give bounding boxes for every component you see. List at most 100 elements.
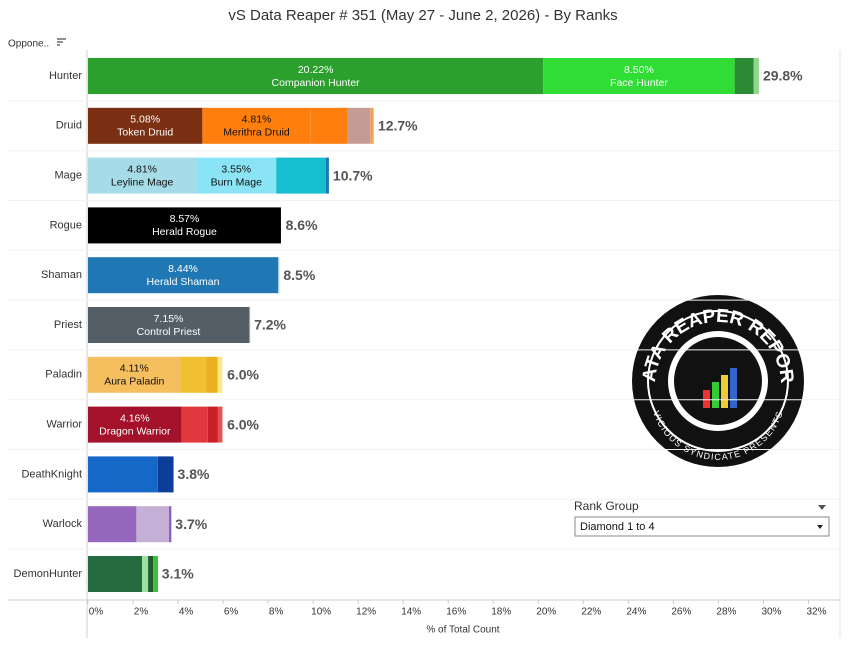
- x-tick-label: 0%: [89, 607, 104, 618]
- x-tick-label: 28%: [716, 607, 736, 618]
- bar-segment: [88, 556, 143, 592]
- filter-value: Diamond 1 to 4: [580, 521, 655, 533]
- dropdown-arrow: [817, 525, 823, 529]
- x-tick-label: 20%: [536, 607, 556, 618]
- segment-name-label: Companion Hunter: [272, 77, 361, 89]
- segment-value-label: 4.81%: [242, 114, 272, 126]
- total-label: 10.7%: [333, 167, 373, 183]
- x-tick-label: 18%: [491, 607, 511, 618]
- bar-segment: [88, 207, 281, 244]
- segment-value-label: 4.11%: [120, 363, 149, 375]
- bar-segment: [206, 356, 218, 393]
- bar-segment: [278, 257, 280, 294]
- x-tick-label: 14%: [401, 607, 421, 618]
- bar-segment: [207, 406, 218, 443]
- bar-segment: [543, 58, 735, 94]
- x-tick-label: 10%: [311, 607, 331, 618]
- row-header: Oppone..: [8, 39, 49, 50]
- segment-value-label: 8.50%: [624, 64, 654, 76]
- x-axis-title: % of Total Count: [426, 625, 499, 636]
- category-label: Rogue: [50, 219, 82, 231]
- bar-segment: [180, 356, 207, 393]
- total-label: 3.7%: [175, 516, 207, 532]
- segment-value-label: 4.16%: [120, 412, 150, 424]
- x-tick-label: 26%: [671, 607, 691, 618]
- segment-value-label: 7.15%: [154, 313, 184, 325]
- total-label: 12.7%: [378, 118, 418, 134]
- bar-segment: [88, 356, 181, 393]
- bar-segment: [347, 107, 371, 144]
- segment-value-label: 8.44%: [168, 263, 198, 275]
- bar-segment: [88, 406, 182, 443]
- segment-value-label: 20.22%: [298, 64, 334, 76]
- bar-segment: [88, 456, 158, 493]
- total-label: 6.0%: [227, 367, 259, 383]
- x-tick-label: 12%: [356, 607, 376, 618]
- segment-name-label: Herald Shaman: [147, 276, 220, 288]
- x-tick-label: 8%: [269, 607, 284, 618]
- rank-filter: Rank Group Diamond 1 to 4: [574, 499, 830, 537]
- total-label: 3.1%: [162, 566, 194, 582]
- total-label: 8.5%: [283, 267, 315, 283]
- filter-label: Rank Group: [574, 499, 639, 513]
- bar-segment: [88, 157, 197, 194]
- bar-segment: [88, 257, 279, 294]
- total-label: 8.6%: [286, 217, 318, 233]
- x-tick-label: 22%: [581, 607, 601, 618]
- bar-segment: [248, 307, 251, 343]
- bar-segment: [181, 406, 208, 443]
- x-tick-label: 32%: [806, 607, 826, 618]
- chart-title: vS Data Reaper # 351 (May 27 - June 2, 2…: [228, 7, 617, 24]
- bar-segment: [370, 107, 374, 144]
- category-label: Priest: [54, 319, 82, 331]
- segment-value-label: 3.55%: [221, 163, 251, 175]
- x-tick-label: 2%: [134, 607, 149, 618]
- x-tick-label: 6%: [224, 607, 239, 618]
- bar-segment: [217, 356, 223, 393]
- bar-segment: [88, 506, 137, 543]
- segment-value-label: 5.08%: [130, 114, 160, 126]
- segment-value-label: 8.57%: [170, 213, 200, 225]
- bar-segment: [310, 107, 348, 144]
- category-label: Hunter: [49, 70, 82, 82]
- bar-segment: [142, 556, 149, 592]
- segment-value-label: 4.81%: [127, 163, 157, 175]
- segment-name-label: Herald Rogue: [152, 226, 217, 238]
- x-tick-label: 30%: [761, 607, 781, 618]
- bar-segment: [157, 456, 174, 493]
- bar-segment: [202, 107, 311, 144]
- bar-segment: [217, 406, 223, 443]
- total-label: 3.8%: [178, 466, 210, 482]
- bar-segment: [148, 556, 154, 592]
- category-label: DemonHunter: [14, 568, 83, 580]
- bar-segment: [88, 107, 203, 144]
- segment-name-label: Leyline Mage: [111, 176, 174, 188]
- bar-segment: [753, 58, 759, 94]
- category-label: DeathKnight: [21, 468, 82, 480]
- bar-segment: [153, 556, 159, 592]
- filter-dropdown[interactable]: [574, 516, 830, 537]
- category-label: Warlock: [43, 518, 83, 530]
- bar-segment: [136, 506, 170, 543]
- total-label: 6.0%: [227, 416, 259, 432]
- filter-menu-arrow[interactable]: [818, 505, 826, 510]
- x-tick-label: 16%: [446, 607, 466, 618]
- segment-name-label: Dragon Warrior: [99, 425, 171, 437]
- category-label: Paladin: [45, 369, 82, 381]
- bar-segment: [276, 157, 326, 194]
- bar-segment: [88, 58, 544, 94]
- sort-icon[interactable]: [57, 38, 66, 46]
- total-label: 29.8%: [763, 68, 803, 84]
- segment-name-label: Aura Paladin: [104, 376, 164, 388]
- bar-segment: [325, 157, 329, 194]
- bar-segment: [88, 307, 249, 343]
- x-tick-label: 24%: [626, 607, 646, 618]
- segment-name-label: Burn Mage: [211, 176, 263, 188]
- bar-segment: [196, 157, 277, 194]
- category-label: Druid: [56, 120, 82, 132]
- category-label: Warrior: [46, 419, 82, 431]
- category-label: Shaman: [41, 269, 82, 281]
- category-label: Mage: [54, 170, 82, 182]
- segment-name-label: Token Druid: [117, 127, 173, 139]
